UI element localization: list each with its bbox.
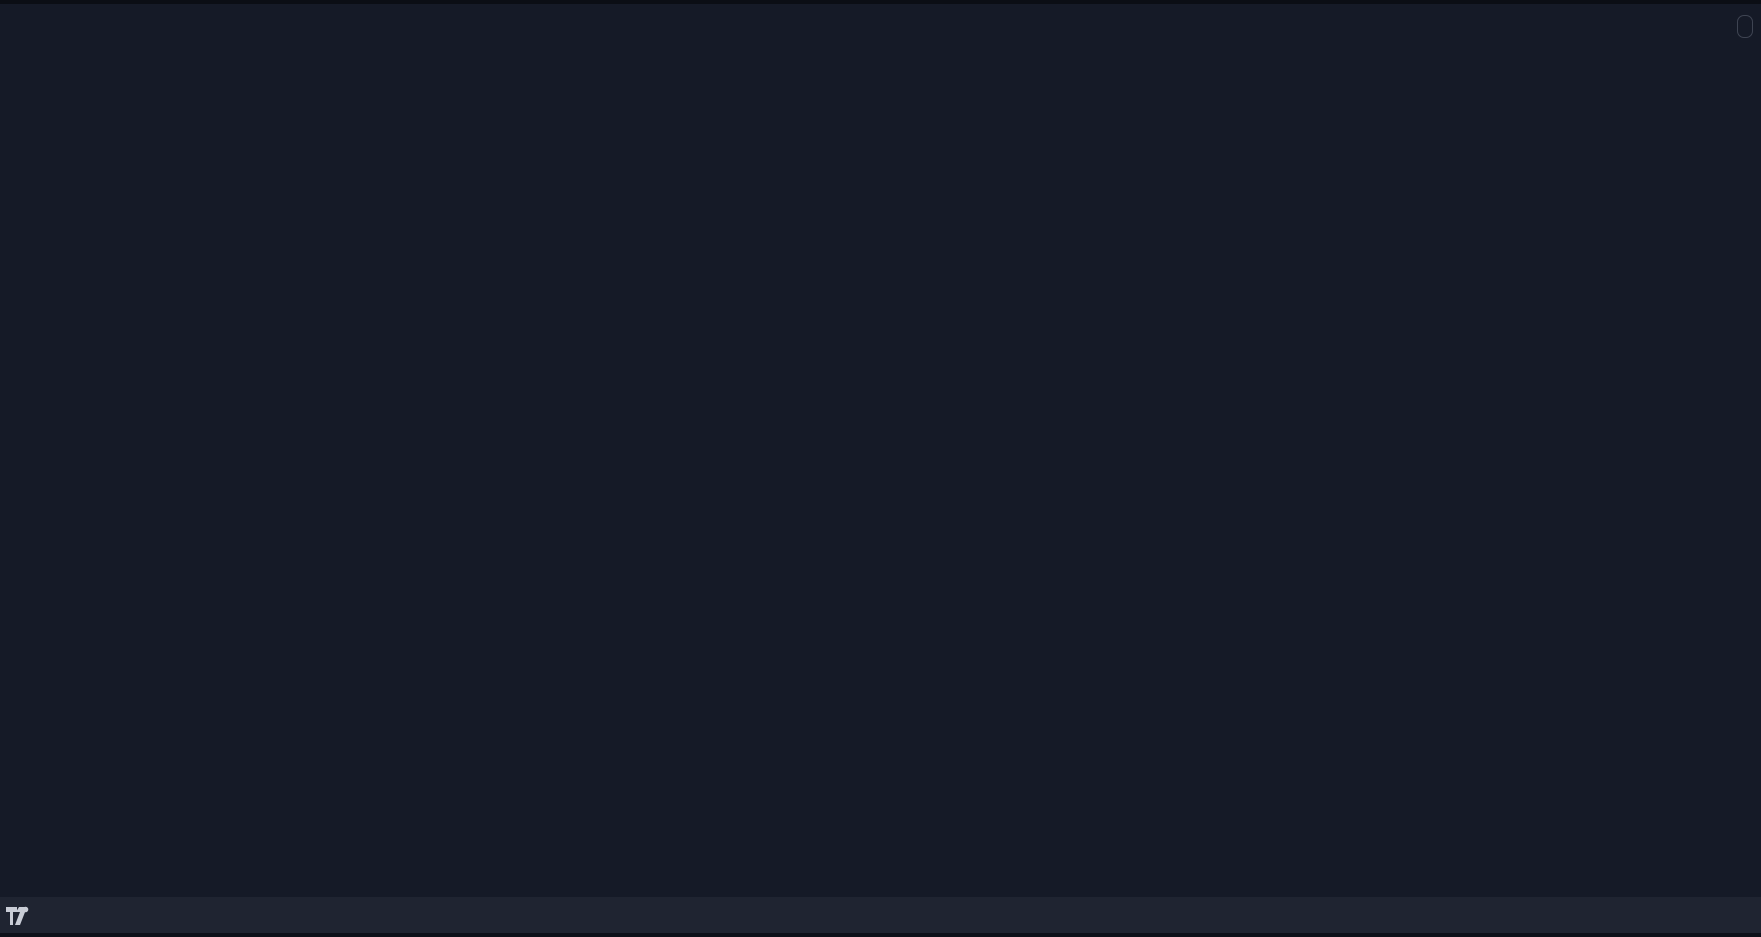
price-axis-unit-area <box>1733 15 1757 38</box>
currency-unit-button[interactable] <box>1737 15 1753 38</box>
top-edge-strip <box>0 0 1761 4</box>
tradingview-logo[interactable] <box>6 905 41 932</box>
tradingview-logo-icon <box>6 905 34 932</box>
bottom-edge-strip <box>0 933 1761 937</box>
footer-bar <box>0 897 1761 937</box>
